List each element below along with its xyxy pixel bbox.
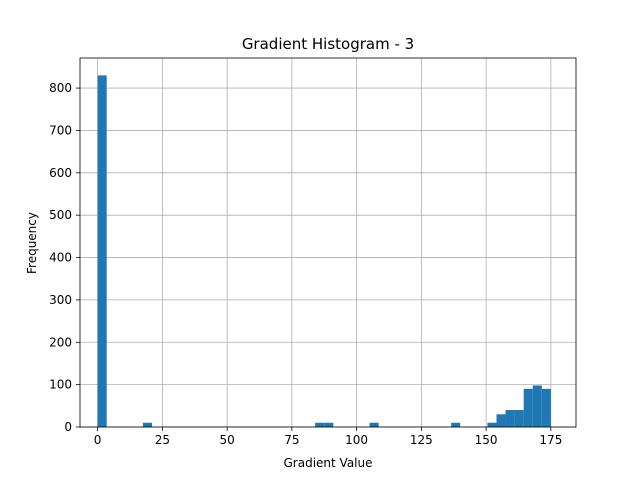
histogram-bar xyxy=(514,410,524,427)
y-tick-label: 300 xyxy=(49,293,72,307)
plot-frame xyxy=(79,57,577,428)
x-tick-label: 50 xyxy=(219,433,234,447)
x-tick-label: 150 xyxy=(475,433,498,447)
y-tick-label: 200 xyxy=(49,335,72,349)
y-tick-label: 800 xyxy=(49,81,72,95)
histogram-bar xyxy=(505,410,515,427)
y-tick-label: 100 xyxy=(49,378,72,392)
x-tick-label: 100 xyxy=(345,433,368,447)
x-tick-label: 125 xyxy=(410,433,433,447)
histogram-bar xyxy=(142,422,153,427)
histogram-bar xyxy=(523,388,533,427)
x-axis-ticks: 0 25 50 75 100 125 150 175 xyxy=(94,427,562,447)
x-tick-label: 25 xyxy=(155,433,170,447)
histogram-bar xyxy=(97,75,107,427)
y-tick-label: 500 xyxy=(49,208,72,222)
y-axis-ticks: 0 100 200 300 400 500 600 700 800 xyxy=(49,81,80,434)
y-tick-label: 0 xyxy=(64,420,72,434)
y-tick-label: 700 xyxy=(49,123,72,137)
histogram-bars xyxy=(97,75,551,427)
histogram-bar xyxy=(369,422,379,427)
histogram-bar xyxy=(532,385,542,427)
y-axis-label: Frequency xyxy=(25,212,39,274)
y-tick-label: 600 xyxy=(49,166,72,180)
histogram-bar xyxy=(324,422,334,427)
x-axis-label: Gradient Value xyxy=(284,456,373,470)
histogram-bar xyxy=(541,388,551,427)
y-tick-label: 400 xyxy=(49,251,72,265)
histogram-bar xyxy=(496,414,506,427)
chart-title: Gradient Histogram - 3 xyxy=(242,35,414,53)
x-tick-label: 75 xyxy=(284,433,299,447)
histogram-bar xyxy=(487,422,497,427)
x-tick-label: 175 xyxy=(539,433,562,447)
histogram-bar xyxy=(315,422,325,427)
grid-lines xyxy=(80,58,576,428)
x-tick-label: 0 xyxy=(94,433,102,447)
histogram-bar xyxy=(451,422,461,427)
